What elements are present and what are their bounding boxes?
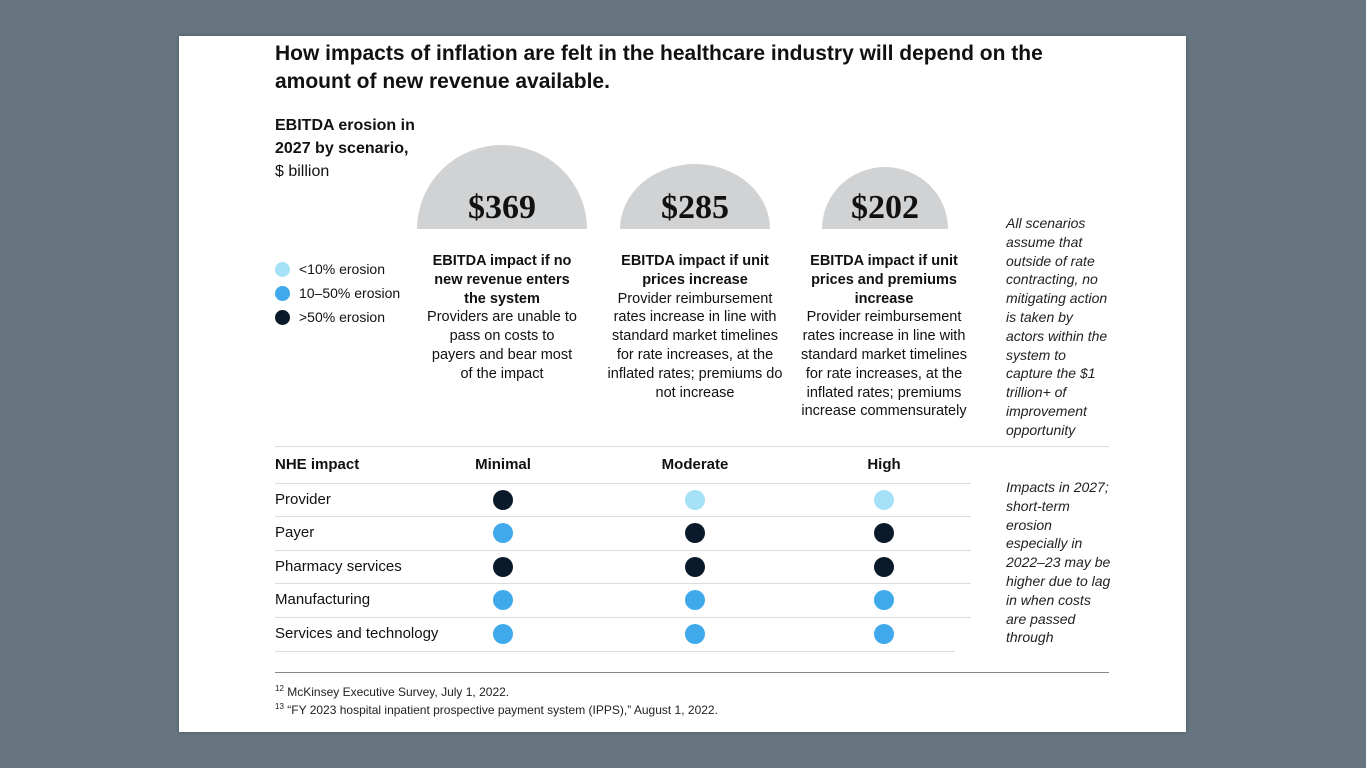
impact-dot-low — [685, 490, 705, 510]
row-divider — [275, 483, 971, 484]
row-label: Manufacturing — [275, 591, 371, 608]
row-label: Pharmacy services — [275, 558, 402, 575]
scenario-1-description: EBITDA impact if no new revenue enters t… — [412, 252, 592, 384]
subtitle-unit: $ billion — [275, 163, 330, 180]
legend-item: >50% erosion — [275, 305, 400, 329]
scenario-heading: EBITDA impact if unit prices increase — [621, 253, 769, 288]
impact-dot-high — [493, 490, 513, 510]
row-label: Provider — [275, 491, 331, 508]
footnote-text: “FY 2023 hospital inpatient prospective … — [287, 703, 718, 717]
footnote-text: McKinsey Executive Survey, July 1, 2022. — [287, 685, 510, 699]
impact-dot-mid — [685, 624, 705, 644]
side-note-assumptions: All scenarios assume that outside of rat… — [1006, 215, 1108, 438]
impact-dot-high — [685, 557, 705, 577]
impact-dot-mid — [493, 624, 513, 644]
legend-label: >50% erosion — [299, 309, 386, 325]
light-dot-icon — [275, 261, 290, 277]
impact-dot-low — [874, 490, 894, 510]
scenario-heading: EBITDA impact if unit prices and premium… — [810, 253, 958, 307]
scenario-2-description: EBITDA impact if unit prices increase Pr… — [605, 252, 785, 402]
column-header: Minimal — [475, 456, 531, 473]
subtitle-main: EBITDA erosion in 2027 by scenario, — [275, 117, 415, 157]
chart-subtitle: EBITDA erosion in 2027 by scenario, $ bi… — [275, 114, 445, 183]
dome-value: $285 — [661, 189, 729, 226]
impact-dot-mid — [685, 590, 705, 610]
impact-dot-mid — [493, 523, 513, 543]
legend-item: 10–50% erosion — [275, 281, 400, 305]
exhibit-title: How impacts of inflation are felt in the… — [275, 42, 1043, 93]
scenario-body: Providers are unable to pass on costs to… — [427, 309, 577, 382]
footnote-number: 12 — [275, 684, 284, 693]
legend: <10% erosion 10–50% erosion >50% erosion — [275, 257, 400, 329]
impact-dot-high — [874, 557, 894, 577]
impact-dot-high — [874, 523, 894, 543]
footnote-divider — [275, 672, 1109, 673]
divider — [275, 446, 1109, 447]
column-header: Moderate — [661, 456, 729, 473]
dark-dot-icon — [275, 309, 290, 325]
scenario-body: Provider reimbursement rates increase in… — [800, 309, 967, 420]
scenario-3-description: EBITDA impact if unit prices and premium… — [794, 252, 974, 421]
impact-dot-high — [685, 523, 705, 543]
footnote-12: 12 McKinsey Executive Survey, July 1, 20… — [275, 684, 509, 699]
row-divider — [275, 583, 971, 584]
scenario-heading: EBITDA impact if no new revenue enters t… — [432, 253, 572, 307]
legend-label: 10–50% erosion — [299, 285, 401, 301]
row-divider — [275, 516, 971, 517]
dome-value: $369 — [468, 189, 536, 226]
dome-scenario-2: $285 — [620, 164, 770, 229]
row-divider — [275, 651, 955, 652]
dome-scenario-3: $202 — [822, 167, 948, 229]
legend-label: <10% erosion — [299, 261, 386, 277]
mid-dot-icon — [275, 285, 290, 301]
scenario-body: Provider reimbursement rates increase in… — [607, 290, 783, 401]
row-label: Services and technology — [275, 625, 439, 642]
side-note-timing: Impacts in 2027; short-term erosion espe… — [1006, 479, 1111, 646]
dome-value: $202 — [851, 189, 919, 226]
table-header-label: NHE impact — [275, 456, 360, 473]
impact-dot-mid — [874, 590, 894, 610]
exhibit: How impacts of inflation are felt in the… — [179, 36, 1186, 732]
column-header: High — [867, 456, 901, 473]
impact-dot-mid — [493, 590, 513, 610]
impact-dot-high — [493, 557, 513, 577]
row-divider — [275, 617, 971, 618]
footnote-number: 13 — [275, 702, 284, 711]
row-divider — [275, 550, 971, 551]
row-label: Payer — [275, 524, 315, 541]
impact-dot-mid — [874, 624, 894, 644]
footnote-13: 13 “FY 2023 hospital inpatient prospecti… — [275, 702, 718, 717]
legend-item: <10% erosion — [275, 257, 400, 281]
